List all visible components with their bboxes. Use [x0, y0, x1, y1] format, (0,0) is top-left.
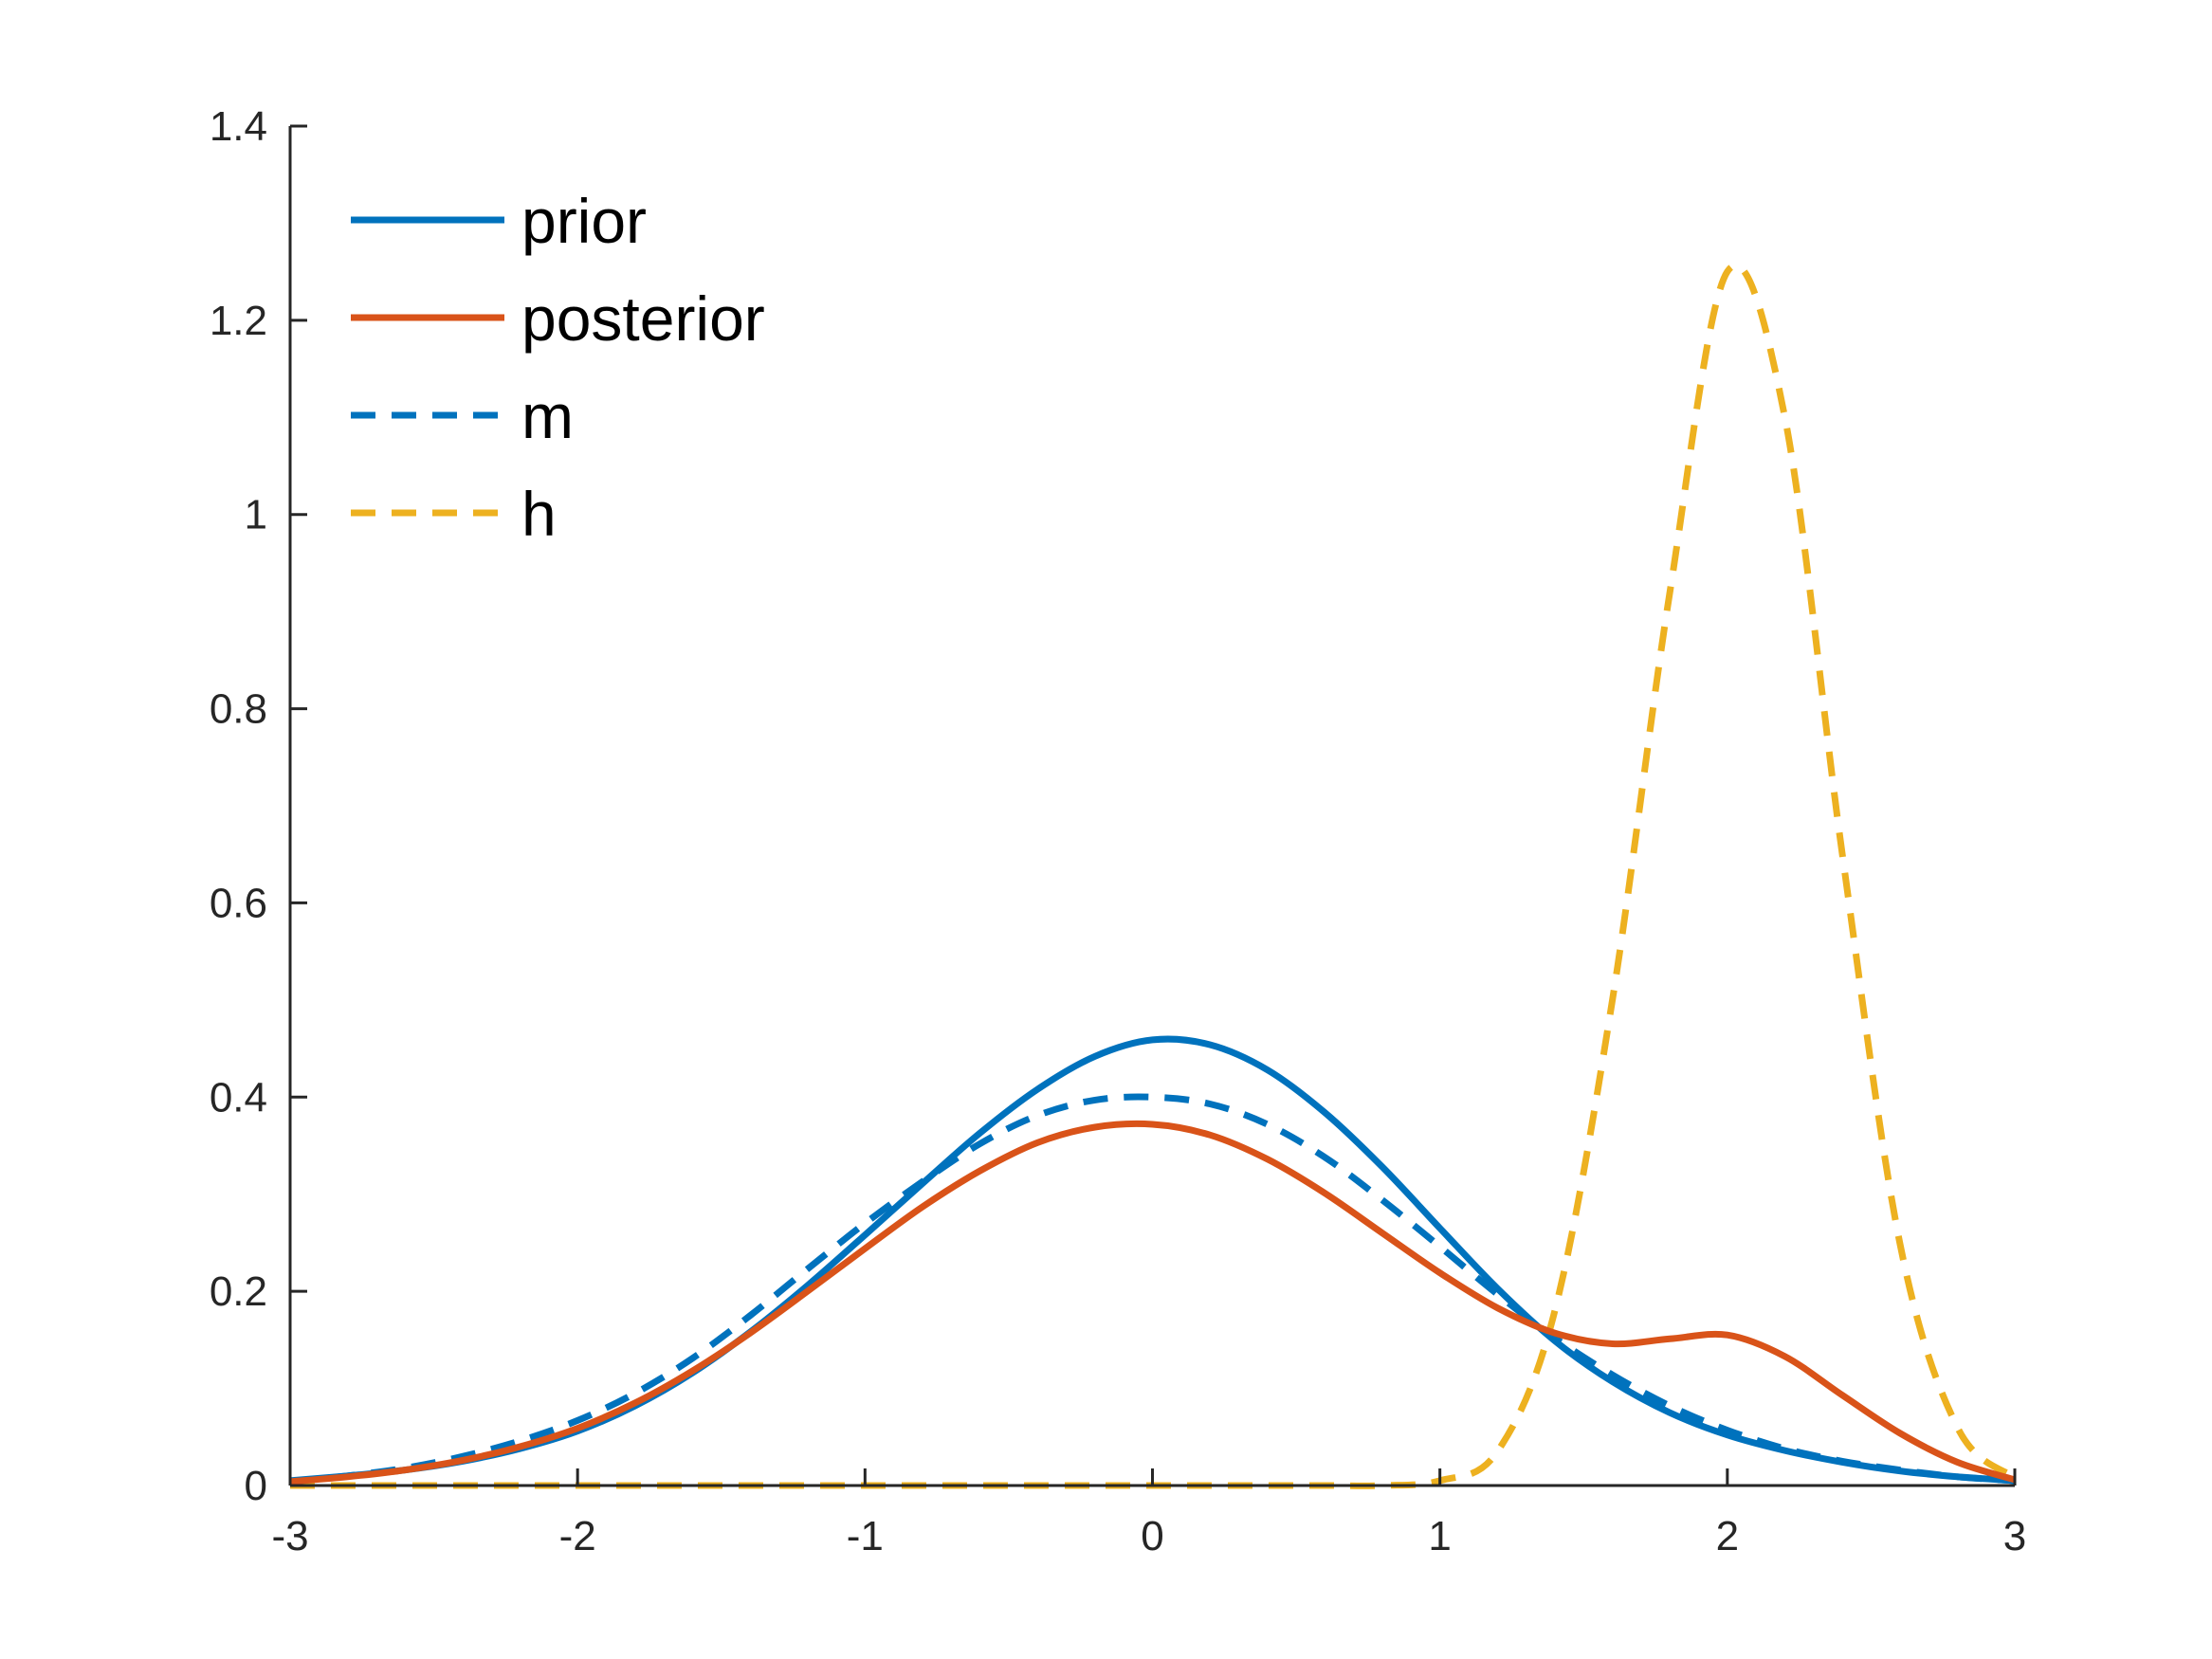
y-tick-label: 0.6: [210, 880, 267, 926]
y-tick-label: 0.8: [210, 686, 267, 733]
x-tick-label: 3: [2003, 1513, 2026, 1559]
y-tick-label: 1.4: [210, 103, 267, 150]
x-tick-label: -1: [847, 1513, 884, 1559]
y-tick-label: 0: [245, 1463, 267, 1509]
axes: -3 -2 -1 0 1 2 3 0 0.2 0.4 0.6 0.8 1 1.2 1.4: [210, 103, 2026, 1559]
legend-label-posterior: posterior: [521, 283, 765, 354]
series-line-posterior: [289, 1120, 2017, 1486]
legend-label-h: h: [521, 479, 557, 549]
y-tick-label: 1.2: [210, 298, 267, 344]
y-tick-label: 0.2: [210, 1268, 267, 1315]
y-tick-label: 1: [245, 492, 267, 538]
y-tick-label: 0.4: [210, 1074, 267, 1121]
x-tick-label: -2: [559, 1513, 596, 1559]
series-line-m: [289, 1093, 2016, 1486]
x-tick-label: 0: [1141, 1513, 1163, 1559]
x-tick-label: -3: [271, 1513, 308, 1559]
legend-label-m: m: [521, 381, 574, 451]
legend: prior posterior mh: [351, 186, 765, 549]
legend-label-prior: prior: [521, 186, 647, 256]
x-tick-label: 2: [1716, 1513, 1739, 1559]
x-tick-label: 1: [1428, 1513, 1451, 1559]
series-line-prior: [289, 1035, 2016, 1485]
